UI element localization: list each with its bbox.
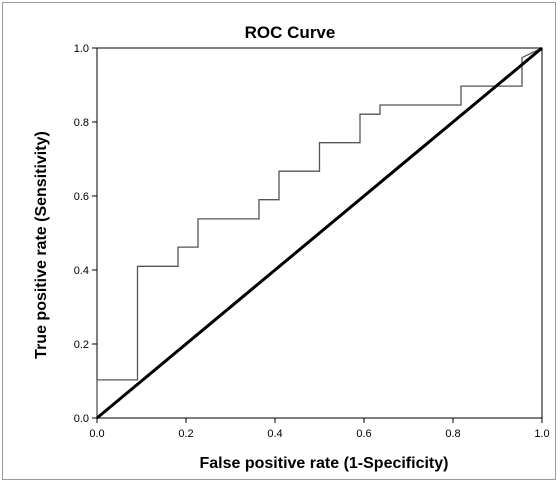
plot-border — [96, 47, 543, 419]
plot-area — [96, 47, 543, 419]
x-tick-label: 0.8 — [445, 428, 460, 440]
y-axis-label: True positive rate (Sensitivity) — [33, 131, 50, 359]
chart-frame — [2, 2, 556, 480]
x-tick-label: 0.0 — [89, 428, 104, 440]
reference-diagonal-line — [96, 46, 543, 420]
y-tick-label: 1.0 — [74, 43, 89, 55]
series-layer — [96, 46, 543, 420]
y-tick-label: 0.8 — [74, 117, 89, 129]
x-tick-label: 0.6 — [356, 428, 371, 440]
axis-ticks: 0.0 0.2 0.4 0.6 0.8 1.0 0.0 0.2 0.4 0.6 0.8 1.0 — [74, 43, 550, 440]
x-tick-label: 1.0 — [534, 428, 549, 440]
x-axis-label: False positive rate (1-Specificity) — [200, 455, 449, 472]
y-tick-label: 0.4 — [74, 265, 89, 277]
y-tick-label: 0.2 — [74, 339, 89, 351]
y-tick-label: 0.0 — [74, 413, 89, 425]
roc-step-curve — [96, 47, 543, 418]
x-tick-label: 0.4 — [267, 428, 282, 440]
chart-title: ROC Curve — [245, 23, 336, 42]
y-tick-label: 0.6 — [74, 191, 89, 203]
x-tick-label: 0.2 — [178, 428, 193, 440]
